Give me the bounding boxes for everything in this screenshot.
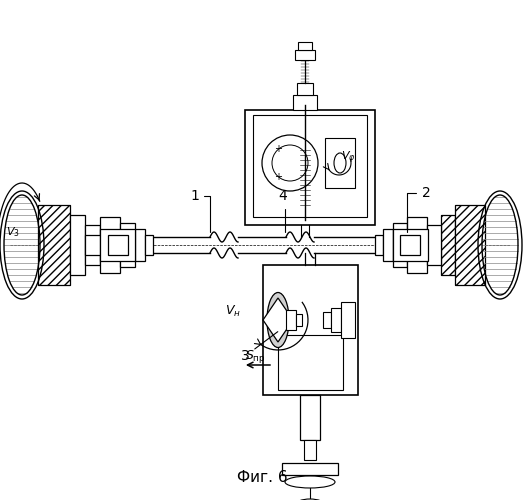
Text: 3: 3 [241, 332, 278, 363]
Bar [38, 205, 70, 285]
Bar [375, 235, 383, 255]
Bar [407, 217, 427, 273]
Bar [108, 235, 128, 255]
Bar [455, 205, 485, 285]
Bar [296, 314, 302, 326]
Bar [278, 335, 343, 390]
Text: $V_3$: $V_3$ [6, 225, 20, 239]
Text: 1: 1 [190, 189, 210, 232]
Bar [120, 223, 135, 267]
Bar [282, 463, 338, 475]
Text: Фиг. 6: Фиг. 6 [237, 470, 287, 486]
Bar [145, 235, 153, 255]
Bar [85, 225, 100, 265]
Bar [245, 110, 375, 225]
Circle shape [272, 145, 308, 181]
Bar [323, 312, 331, 328]
Bar [297, 83, 313, 95]
Bar [263, 265, 358, 395]
Bar [100, 217, 120, 273]
Bar [100, 229, 135, 261]
Bar [293, 95, 317, 110]
Bar [298, 42, 312, 50]
Ellipse shape [267, 292, 289, 348]
Text: $V_\varphi$: $V_\varphi$ [341, 150, 356, 166]
Bar [455, 205, 485, 285]
Ellipse shape [285, 476, 335, 488]
Bar [135, 229, 145, 261]
Bar [300, 395, 320, 440]
Text: 2: 2 [407, 186, 431, 232]
Ellipse shape [295, 499, 325, 500]
Bar [38, 205, 70, 285]
Text: $V_н$: $V_н$ [225, 304, 241, 319]
Bar [427, 225, 441, 265]
Bar [341, 302, 355, 338]
Text: 4: 4 [278, 189, 287, 232]
Bar [393, 223, 407, 267]
Bar [253, 115, 367, 217]
Bar [331, 308, 341, 332]
Bar [400, 235, 420, 255]
Bar [304, 440, 316, 460]
Bar [383, 229, 393, 261]
Text: +: + [274, 144, 282, 154]
Bar [70, 215, 85, 275]
Text: +: + [274, 172, 282, 182]
Bar [441, 215, 455, 275]
Bar [286, 310, 296, 330]
Bar [393, 229, 428, 261]
Text: $S_{\rm пр}$: $S_{\rm пр}$ [245, 348, 266, 365]
Circle shape [262, 135, 318, 191]
Polygon shape [263, 298, 293, 342]
Bar [441, 215, 455, 275]
Bar [325, 138, 355, 188]
Bar [85, 235, 100, 255]
Bar [295, 50, 315, 60]
Ellipse shape [334, 153, 346, 173]
